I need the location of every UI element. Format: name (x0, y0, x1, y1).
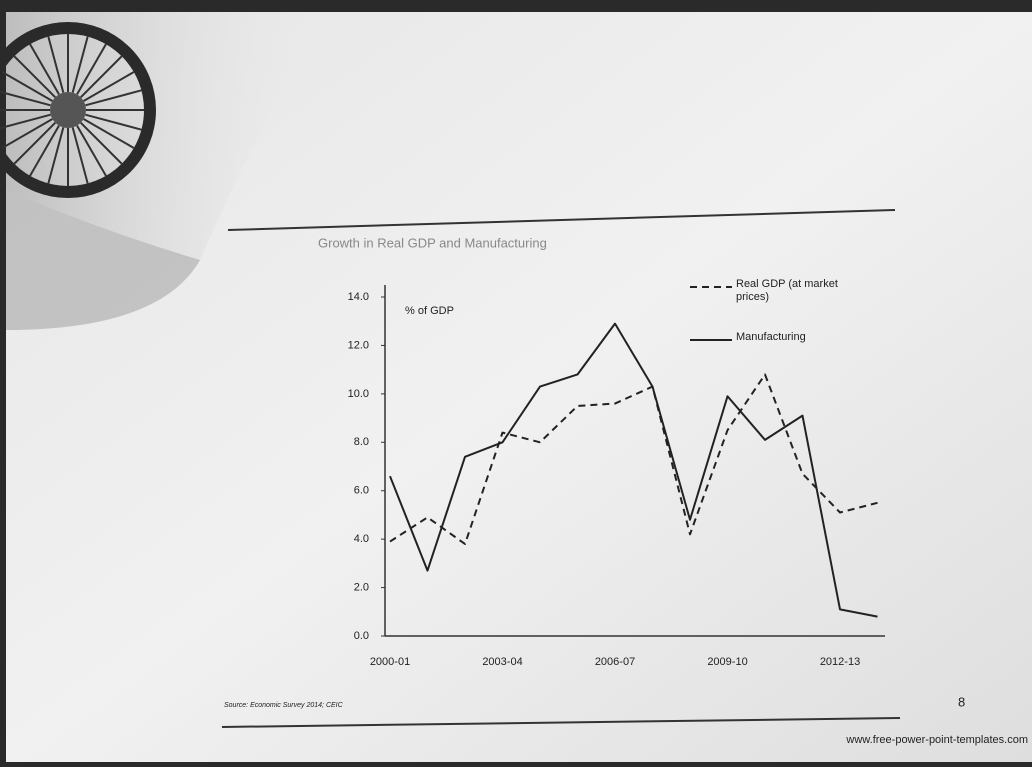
chart: Growth in Real GDP and Manufacturing % o… (0, 0, 1032, 762)
source: Source: Economic Survey 2014; CEIC (224, 702, 344, 709)
y-tick-label: 12.0 (348, 339, 369, 351)
y-tick-label: 10.0 (348, 388, 369, 400)
y-tick-label: 4.0 (354, 533, 369, 545)
y-tick-label: 8.0 (354, 436, 369, 448)
x-tick-label: 2000-01 (370, 656, 410, 668)
x-tick-label: 2009-10 (707, 656, 747, 668)
chart-title: Growth in Real GDP and Manufacturing (318, 235, 547, 250)
y-axis-label: % of GDP (405, 305, 454, 317)
page-number: 8 (958, 694, 965, 709)
y-tick-label: 14.0 (348, 291, 369, 303)
legend-label: Real GDP (at market prices) (736, 278, 846, 304)
x-tick-label: 2003-04 (482, 656, 522, 668)
y-tick-label: 2.0 (354, 581, 369, 593)
y-tick-label: 6.0 (354, 485, 369, 497)
x-tick-label: 2012-13 (820, 656, 860, 668)
legend-label: Manufacturing (736, 331, 846, 344)
slide: Growth in Real GDP and Manufacturing % o… (0, 0, 1032, 762)
y-tick-label: 0.0 (354, 630, 369, 642)
x-tick-label: 2006-07 (595, 656, 635, 668)
website: www.free-power-point-templates.com (845, 734, 1028, 746)
